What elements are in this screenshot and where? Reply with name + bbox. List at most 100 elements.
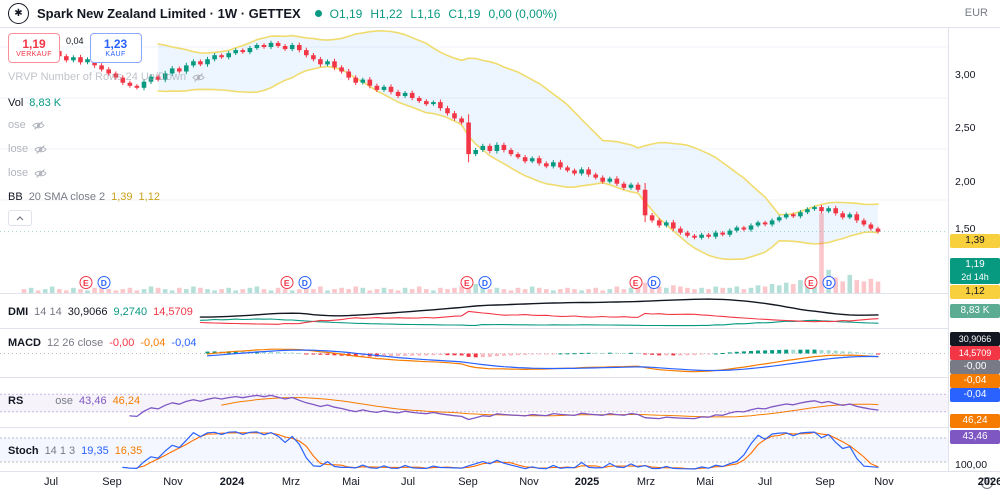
rsi-value: 43,46 xyxy=(79,395,107,407)
time-axis-label: Mrz xyxy=(636,476,656,488)
dmi-legend[interactable]: DMI 14 14 30,9066 9,2740 14,5709 xyxy=(8,305,193,319)
dmi-title: DMI xyxy=(8,306,29,318)
currency-label: EUR xyxy=(964,7,988,19)
main-chart-canvas[interactable] xyxy=(0,28,948,293)
stoch-d-value: 16,35 xyxy=(114,445,143,457)
visibility-off-icon[interactable] xyxy=(34,144,47,155)
ohlc-value: H1,22 xyxy=(370,6,403,21)
hidden-indicator-row: lose xyxy=(8,166,47,180)
buy-price: 1,23 xyxy=(103,37,128,51)
time-axis-label: Sep xyxy=(458,476,478,488)
bb-upper-price-tag: 1,39 xyxy=(950,234,1000,248)
volume-legend-row: Vol 8,83 K xyxy=(8,96,61,110)
dividend-badge[interactable]: D xyxy=(647,276,661,289)
symbol-title[interactable]: Spark New Zealand Limited · 1W · GETTEX xyxy=(37,6,301,21)
visibility-off-icon[interactable] xyxy=(192,72,205,83)
dmi-plus-di-value: 9,2740 xyxy=(113,306,148,318)
minus-di-tag: 14,5709 xyxy=(950,346,1000,360)
time-axis-label: 2025 xyxy=(574,476,600,488)
last-price-value: 1,19 xyxy=(965,259,985,270)
price-tick: 2,50 xyxy=(955,122,976,134)
hidden-indicator-label: lose xyxy=(8,167,29,179)
chart-header: ✱ Spark New Zealand Limited · 1W · GETTE… xyxy=(0,0,1000,28)
earnings-badge[interactable]: E xyxy=(460,276,474,289)
stoch-axis-tick: 100,00 xyxy=(955,459,988,471)
price-axis[interactable]: 1,39 1,19 2d 14h 1,12 8,83 K 30,9066 14,… xyxy=(948,28,1000,493)
hidden-indicator-row: ose xyxy=(8,118,45,132)
price-status-dot-icon xyxy=(314,10,322,17)
macd-line-value: -0,04 xyxy=(140,337,166,349)
bb-upper-value: 1,39 xyxy=(111,191,133,203)
earnings-badge[interactable]: E xyxy=(280,276,294,289)
time-axis-label: Sep xyxy=(815,476,835,488)
macd-line-tag: -0,04 xyxy=(950,374,1000,388)
stoch-canvas[interactable] xyxy=(0,428,948,472)
dmi-canvas[interactable] xyxy=(0,294,948,329)
collapse-legend-button[interactable] xyxy=(8,210,32,226)
macd-legend[interactable]: MACD 12 26 close -0,00 -0,04 -0,04 xyxy=(8,336,197,350)
symbol-logo-icon[interactable]: ✱ xyxy=(8,3,29,24)
hidden-indicator-label: lose xyxy=(8,143,29,155)
bb-lower-price-tag: 1,12 xyxy=(950,285,1000,299)
ohlc-value: L1,16 xyxy=(410,6,441,21)
dividend-badge[interactable]: D xyxy=(478,276,492,289)
adx-tag: 30,9066 xyxy=(950,332,1000,346)
earnings-badge[interactable]: E xyxy=(804,276,818,289)
macd-canvas[interactable] xyxy=(0,329,948,378)
time-axis-label: 2026 xyxy=(977,476,1000,488)
bar-countdown: 2d 14h xyxy=(961,272,989,282)
sell-button[interactable]: 1,19 VERKAUF xyxy=(8,33,60,63)
time-axis-label: Nov xyxy=(874,476,894,488)
dmi-adx-value: 30,9066 xyxy=(67,306,108,318)
macd-pane: MACD 12 26 close -0,00 -0,04 -0,04 xyxy=(0,328,948,378)
rsi-canvas[interactable] xyxy=(0,378,948,428)
earnings-badge[interactable]: E xyxy=(629,276,643,289)
stoch-params: 14 1 3 xyxy=(44,445,76,457)
macd-hist-tag: -0,00 xyxy=(950,360,1000,374)
time-axis-label: Mai xyxy=(342,476,360,488)
dmi-params: 14 14 xyxy=(34,306,62,318)
sell-label: VERKAUF xyxy=(16,51,52,58)
buy-label: KAUF xyxy=(105,51,126,58)
rsi-ma-value: 46,24 xyxy=(112,395,141,407)
bb-params: 20 SMA close 2 xyxy=(28,191,106,203)
time-axis-label: 2024 xyxy=(219,476,245,488)
vrvp-legend-row: VRVP Number of Rows 24 Up/Down xyxy=(8,70,205,84)
dmi-pane: DMI 14 14 30,9066 9,2740 14,5709 xyxy=(0,293,948,329)
visibility-off-icon[interactable] xyxy=(34,168,47,179)
rsi-params: ose xyxy=(55,395,74,407)
rsi-ma-tag: 46,24 xyxy=(950,414,1000,428)
macd-params: 12 26 close xyxy=(47,337,104,349)
time-axis-clock-icon[interactable] xyxy=(980,476,994,493)
ohlc-value: 0,00 (0,00%) xyxy=(488,6,558,21)
chevron-up-icon xyxy=(16,215,24,220)
rsi-pane: RS ose 43,46 46,24 xyxy=(0,377,948,428)
ohlc-value: C1,19 xyxy=(448,6,481,21)
price-tick: 1,50 xyxy=(955,223,976,235)
volume-tag: 8,83 K xyxy=(950,304,1000,318)
macd-title: MACD xyxy=(8,337,41,349)
time-axis-label: Nov xyxy=(519,476,539,488)
visibility-off-icon[interactable] xyxy=(32,120,45,131)
time-axis-label: Jul xyxy=(757,476,773,488)
earnings-badge[interactable]: E xyxy=(79,276,93,289)
dividend-badge[interactable]: D xyxy=(97,276,111,289)
time-axis[interactable]: Jul Sep Nov 2024 Mrz Mai Jul Sep Nov 2025 Mrz Mai Ju… xyxy=(0,471,1000,493)
stoch-legend[interactable]: Stoch 14 1 3 19,35 16,35 xyxy=(8,444,142,458)
stoch-k-value: 19,35 xyxy=(81,445,109,457)
time-axis-label: Jul xyxy=(400,476,416,488)
vrvp-label: VRVP Number of Rows 24 Up/Down xyxy=(8,71,187,83)
macd-signal-tag: -0,04 xyxy=(950,388,1000,402)
rsi-legend[interactable]: RS ose 43,46 46,24 xyxy=(8,394,140,408)
dividend-badge[interactable]: D xyxy=(822,276,836,289)
volume-value: 8,83 K xyxy=(29,97,62,109)
hidden-indicator-label: ose xyxy=(8,119,26,131)
ohlc-value: O1,19 xyxy=(329,6,363,21)
volume-title: Vol xyxy=(8,97,24,109)
buy-button[interactable]: 1,23 KAUF xyxy=(89,33,142,63)
dividend-badge[interactable]: D xyxy=(298,276,312,289)
